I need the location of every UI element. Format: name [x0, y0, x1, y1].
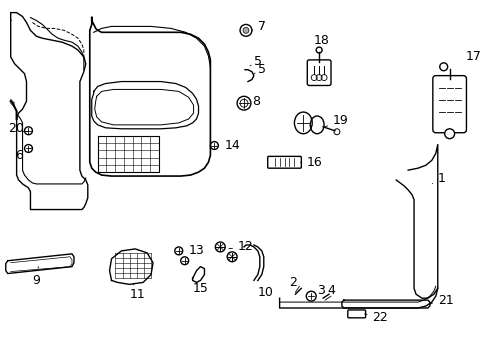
Text: 17: 17 [465, 50, 480, 63]
Text: 1: 1 [431, 171, 445, 185]
Text: 4: 4 [326, 284, 334, 297]
Text: 8: 8 [251, 95, 260, 108]
Text: 2: 2 [289, 276, 297, 289]
Text: 14: 14 [218, 139, 240, 152]
Text: 11: 11 [129, 284, 145, 301]
Text: 7: 7 [251, 20, 265, 33]
Text: 18: 18 [313, 34, 328, 47]
Text: 9: 9 [32, 267, 40, 287]
Text: 13: 13 [188, 244, 204, 257]
Text: 12: 12 [228, 240, 253, 253]
Text: 21: 21 [429, 294, 452, 307]
Circle shape [444, 129, 454, 139]
Text: 22: 22 [364, 311, 387, 324]
Text: 10: 10 [257, 280, 273, 299]
Text: 5: 5 [249, 55, 262, 68]
Text: 16: 16 [300, 156, 322, 169]
Text: 5: 5 [253, 63, 265, 76]
Text: 19: 19 [325, 114, 348, 127]
Circle shape [243, 27, 248, 33]
Text: 15: 15 [192, 282, 208, 295]
Text: 3: 3 [317, 284, 325, 297]
Text: 20: 20 [8, 122, 23, 135]
Text: 6: 6 [15, 149, 22, 162]
